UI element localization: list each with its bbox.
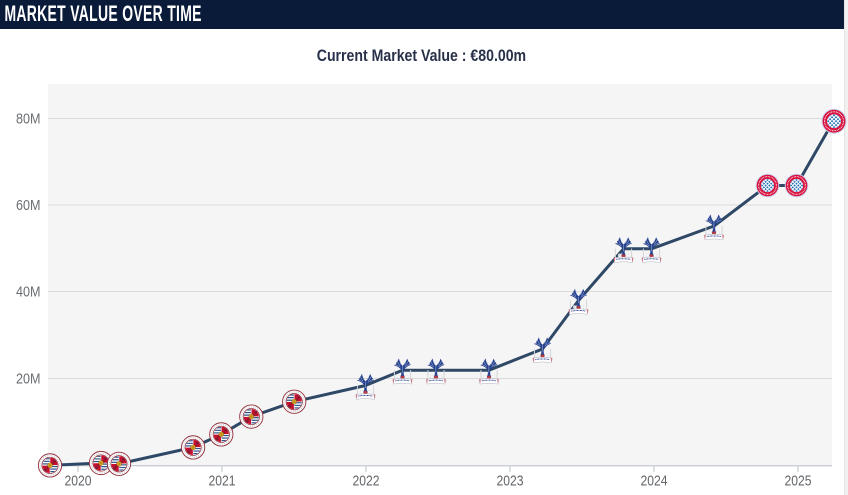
svg-text:60M: 60M — [16, 198, 41, 214]
svg-text:2023: 2023 — [497, 473, 524, 490]
svg-text:2024: 2024 — [641, 473, 668, 490]
svg-text:2020: 2020 — [65, 473, 92, 490]
svg-text:2022: 2022 — [353, 473, 380, 490]
svg-text:20M: 20M — [16, 372, 41, 388]
svg-text:40M: 40M — [16, 285, 41, 301]
svg-text:80M: 80M — [16, 112, 41, 128]
svg-text:2021: 2021 — [209, 473, 236, 490]
svg-text:2025: 2025 — [785, 473, 812, 490]
